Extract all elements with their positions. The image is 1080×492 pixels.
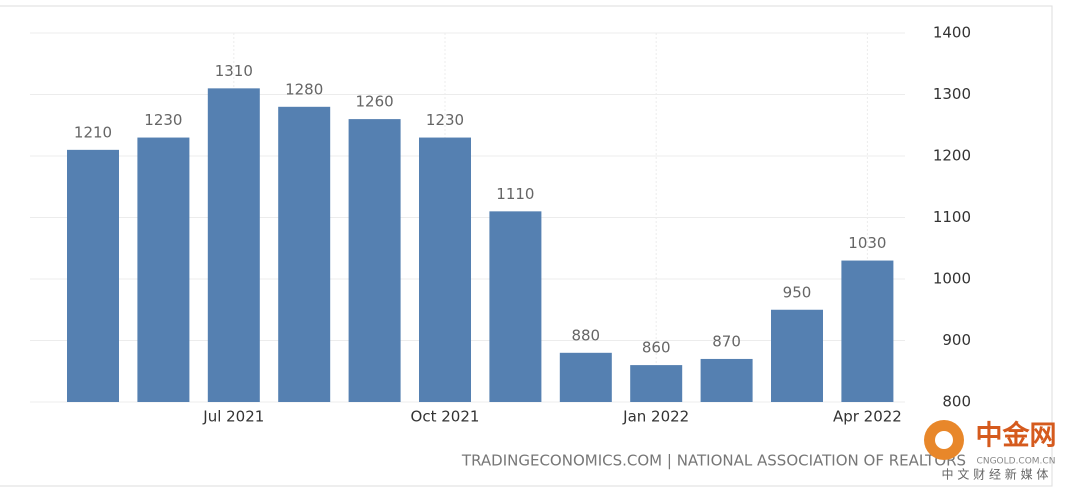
y-tick-label: 800	[942, 393, 971, 411]
value-label: 870	[712, 332, 741, 350]
x-tick-label: Apr 2022	[833, 408, 902, 426]
value-label: 1230	[144, 111, 182, 129]
watermark-tagline: 中 文 财 经 新 媒 体	[942, 467, 1049, 482]
bar	[559, 352, 612, 402]
x-tick-label: Jan 2022	[622, 408, 689, 426]
watermark-name: 中金网	[976, 420, 1057, 452]
y-tick-label: 1000	[933, 270, 971, 288]
value-label: 1110	[496, 185, 534, 203]
x-tick-label: Jul 2021	[202, 408, 264, 426]
bar	[700, 358, 753, 402]
value-label: 1230	[426, 111, 464, 129]
value-label: 950	[783, 283, 812, 301]
value-label: 1260	[356, 93, 394, 111]
bar	[348, 119, 401, 402]
y-tick-label: 1300	[933, 85, 971, 103]
bar	[207, 88, 260, 402]
bar	[67, 149, 119, 402]
watermark: 中金网 CNGOLD.COM.CN 中 文 财 经 新 媒 体	[924, 420, 1057, 482]
value-label: 1280	[285, 80, 323, 98]
y-tick-label: 900	[942, 331, 971, 349]
source: TRADINGECONOMICS.COM | NATIONAL ASSOCIAT…	[461, 452, 966, 470]
value-label: 1310	[215, 62, 253, 80]
watermark-url: CNGOLD.COM.CN	[977, 457, 1056, 467]
y-tick-label: 1200	[933, 147, 971, 165]
bar	[771, 309, 823, 402]
bar	[278, 106, 331, 403]
value-label: 1210	[74, 123, 112, 141]
value-label: 1030	[848, 234, 886, 252]
x-tick-label: Oct 2021	[411, 408, 480, 426]
bar	[489, 211, 542, 402]
value-label: 860	[642, 339, 671, 357]
panel-border	[0, 5, 1053, 487]
watermark-logo	[935, 431, 953, 449]
y-tick-label: 1400	[933, 24, 971, 42]
bar	[630, 365, 683, 402]
bar	[841, 260, 894, 402]
bar	[419, 137, 471, 403]
y-tick-label: 1100	[933, 208, 971, 226]
value-label: 880	[571, 326, 600, 344]
bar	[137, 137, 190, 403]
